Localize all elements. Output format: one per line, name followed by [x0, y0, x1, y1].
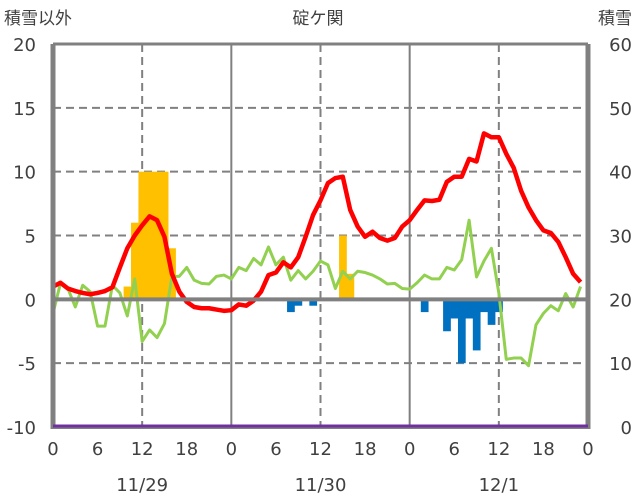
orange-bar	[346, 273, 355, 300]
x-tick: 0	[226, 439, 237, 460]
orange-bar	[131, 222, 139, 300]
y-tick-right: 30	[609, 227, 632, 248]
blue-bar	[465, 299, 474, 319]
blue-bar	[420, 299, 429, 313]
orange-bar	[145, 171, 154, 300]
orange-bar	[339, 235, 347, 300]
date-label: 12/1	[479, 475, 519, 496]
x-tick: 6	[449, 439, 460, 460]
blue-bar	[487, 299, 496, 325]
blue-bar	[457, 299, 466, 364]
y-tick-right: 0	[621, 418, 632, 439]
x-tick: 18	[175, 439, 198, 460]
orange-bar	[153, 171, 162, 300]
gridlines	[53, 44, 588, 427]
y-tick-right: 50	[609, 99, 632, 120]
left-axis-title: 積雪以外	[4, 9, 72, 29]
y-tick-left: 20	[13, 35, 36, 56]
x-tick: 12	[487, 439, 510, 460]
blue-bar	[287, 299, 295, 313]
series-lines	[51, 131, 583, 368]
green-series-line	[51, 218, 582, 368]
date-label: 11/29	[116, 475, 168, 496]
date-label: 11/30	[295, 475, 347, 496]
y-tick-left: 5	[25, 227, 36, 248]
blue-bar	[294, 299, 303, 306]
chart-title: 碇ケ関	[293, 9, 344, 29]
y-tick-left: -5	[18, 354, 36, 375]
y-tick-left: -10	[7, 418, 36, 439]
y-tick-right: 60	[609, 35, 632, 56]
x-tick: 18	[532, 439, 555, 460]
blue-bar	[450, 299, 459, 319]
right-axis-title: 積雪	[598, 9, 632, 29]
axes-frame	[50, 42, 591, 429]
x-tick: 6	[92, 439, 103, 460]
blue-bar	[309, 299, 318, 306]
x-tick: 0	[582, 439, 593, 460]
y-tick-left: 15	[13, 99, 36, 120]
y-tick-left: 0	[25, 290, 36, 311]
x-tick: 12	[309, 439, 332, 460]
blue-bar	[472, 299, 481, 351]
y-tick-right: 40	[609, 163, 632, 184]
blue-bar	[480, 299, 488, 313]
orange-bar	[138, 171, 147, 300]
x-tick: 6	[270, 439, 281, 460]
red-series-line	[51, 131, 583, 314]
blue-bar	[443, 299, 451, 332]
y-tick-right: 10	[609, 354, 632, 375]
x-tick: 12	[131, 439, 154, 460]
orange-bar	[123, 286, 132, 300]
y-tick-left: 10	[13, 163, 36, 184]
x-tick: 0	[47, 439, 58, 460]
x-tick: 18	[354, 439, 377, 460]
x-tick: 0	[404, 439, 415, 460]
y-tick-right: 20	[609, 290, 632, 311]
